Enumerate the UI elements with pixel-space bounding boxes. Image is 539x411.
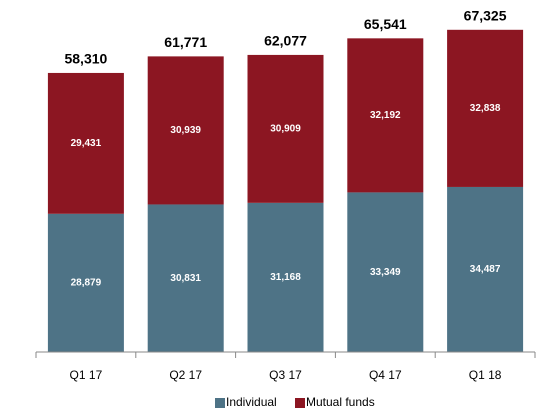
bar-segment — [447, 186, 524, 352]
legend-swatch — [215, 398, 225, 408]
segment-label: 32,838 — [470, 103, 501, 114]
legend-label: Mutual funds — [306, 395, 375, 409]
segment-label: 32,192 — [370, 110, 401, 121]
segment-label: 34,487 — [470, 264, 501, 275]
bar-segment — [47, 72, 124, 214]
x-tick-label: Q4 17 — [369, 368, 402, 382]
bar-segment — [147, 56, 224, 205]
segment-label: 33,349 — [370, 267, 401, 278]
segment-label: 29,431 — [71, 138, 102, 149]
bar-segment — [347, 38, 424, 193]
segment-label: 31,168 — [270, 272, 301, 283]
segment-label: 30,909 — [270, 124, 301, 135]
total-label: 65,541 — [364, 16, 407, 32]
bar-segment — [47, 213, 124, 352]
bar-segment — [247, 54, 324, 203]
x-tick-label: Q1 18 — [469, 368, 502, 382]
x-tick-label: Q2 17 — [169, 368, 202, 382]
segment-label: 30,939 — [170, 125, 201, 136]
total-label: 61,771 — [164, 34, 207, 50]
bar-segment — [447, 29, 524, 187]
total-label: 67,325 — [464, 8, 507, 24]
segment-label: 30,831 — [170, 273, 201, 284]
legend-label: Individual — [226, 395, 277, 409]
legend-swatch — [295, 398, 305, 408]
bar-segment — [147, 204, 224, 352]
total-label: 62,077 — [264, 33, 307, 49]
x-tick-label: Q3 17 — [269, 368, 302, 382]
segment-label: 28,879 — [71, 278, 102, 289]
x-tick-label: Q1 17 — [70, 368, 103, 382]
bar-segment — [347, 192, 424, 352]
bar-segment — [247, 202, 324, 352]
total-label: 58,310 — [64, 51, 107, 67]
